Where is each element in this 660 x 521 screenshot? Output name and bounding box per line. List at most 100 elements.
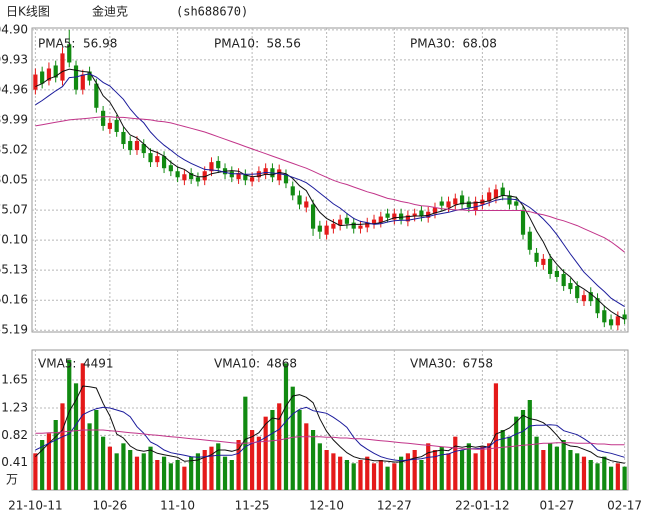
stock-code: (sh688670): [176, 5, 248, 19]
volume-bar: [480, 446, 485, 490]
volume-bar: [250, 430, 255, 490]
volume-bar: [175, 460, 180, 490]
candle-body: [595, 298, 600, 314]
candle-body: [243, 174, 248, 181]
candle-body: [107, 122, 112, 129]
candle-body: [371, 219, 377, 224]
volume-bar: [378, 460, 383, 490]
candle-body: [155, 156, 160, 163]
volume-bar: [351, 463, 356, 490]
candle-body: [324, 225, 329, 235]
volume-bar: [114, 453, 119, 490]
volume-bar: [615, 463, 620, 490]
candle-body: [432, 207, 438, 214]
volume-bar: [317, 443, 322, 490]
y-tick-label: 60.16: [0, 293, 28, 307]
x-tick-label: 12-10: [309, 499, 344, 513]
volume-bar: [602, 456, 607, 490]
volume-bar: [277, 403, 282, 490]
volume-bar: [453, 436, 458, 490]
candle-body: [283, 174, 289, 184]
volume-bar: [493, 383, 499, 490]
candle-body: [60, 53, 65, 81]
candle-body: [588, 292, 593, 302]
y-tick-label: 94.96: [0, 82, 28, 96]
volume-bar: [358, 460, 363, 490]
candle-body: [80, 74, 85, 90]
volume-bar: [67, 360, 72, 490]
candle-body: [87, 71, 92, 81]
candle-body: [290, 186, 295, 196]
volume-bar: [487, 443, 492, 490]
candle-body: [453, 198, 458, 205]
volume-bar: [554, 446, 559, 490]
volume-bar: [392, 463, 397, 490]
candle-body: [358, 225, 363, 229]
candle-body: [608, 319, 614, 326]
volume-bar: [575, 453, 580, 490]
volume-bar: [500, 430, 505, 490]
candle-body: [419, 210, 424, 217]
ma-line: [35, 429, 625, 450]
volume-bar: [514, 416, 519, 490]
volume-bar: [588, 460, 593, 490]
candle-body: [405, 215, 410, 222]
y-tick-label: 1.23: [1, 401, 28, 415]
y-tick-label: 104.90: [0, 22, 28, 36]
volume-bar: [148, 446, 153, 490]
candle-body: [459, 195, 465, 205]
candle-body: [399, 213, 404, 220]
volume-bar: [107, 446, 112, 490]
volume-bar: [622, 466, 627, 490]
volume-bar: [432, 450, 438, 490]
volume-bar: [73, 383, 79, 490]
candle-body: [507, 195, 512, 205]
candle-body: [514, 201, 519, 206]
volume-bar: [568, 450, 573, 490]
candle-body: [331, 223, 336, 229]
candle-body: [446, 201, 451, 208]
candle-body: [209, 162, 214, 172]
volume-bar: [419, 460, 424, 490]
candle-body: [473, 201, 478, 211]
volume-bar: [344, 460, 350, 490]
candle-body: [277, 169, 282, 181]
volume-bar: [412, 450, 417, 490]
candle-body: [554, 270, 559, 278]
candle-body: [602, 310, 607, 323]
volume-bar: [304, 423, 309, 490]
x-tick-label: 11-10: [160, 499, 195, 513]
candle-body: [114, 119, 119, 132]
x-tick-label: 02-17: [607, 499, 642, 513]
volume-bar: [446, 453, 451, 490]
candle-body: [236, 173, 241, 180]
candle-body: [304, 201, 309, 208]
volume-bar: [141, 453, 146, 490]
legend-name: VMA30:: [410, 357, 456, 371]
candle-body: [263, 168, 268, 175]
volume-bar: [40, 440, 45, 490]
legend-name: PMA10:: [214, 37, 259, 51]
volume-bar: [608, 466, 614, 490]
volume-bar: [263, 416, 268, 490]
candle-body: [161, 156, 167, 169]
volume-bar: [195, 453, 201, 490]
candle-body: [392, 213, 397, 220]
candle-body: [229, 171, 234, 178]
candle-body: [310, 204, 316, 229]
candle-body: [581, 295, 587, 302]
volume-bar: [60, 403, 65, 490]
volume-bar: [297, 410, 302, 490]
volume-bar: [128, 450, 133, 490]
volume-bar: [53, 420, 58, 490]
y-tick-label: 99.93: [0, 52, 28, 66]
volume-bar: [87, 423, 92, 490]
volume-bar: [548, 443, 553, 490]
candle-body: [121, 131, 126, 145]
candle-body: [534, 252, 539, 262]
candle-body: [317, 225, 322, 232]
candle-body: [40, 71, 45, 84]
volume-bar: [134, 456, 140, 490]
volume-bar: [209, 446, 214, 490]
volume-bar: [33, 453, 38, 490]
